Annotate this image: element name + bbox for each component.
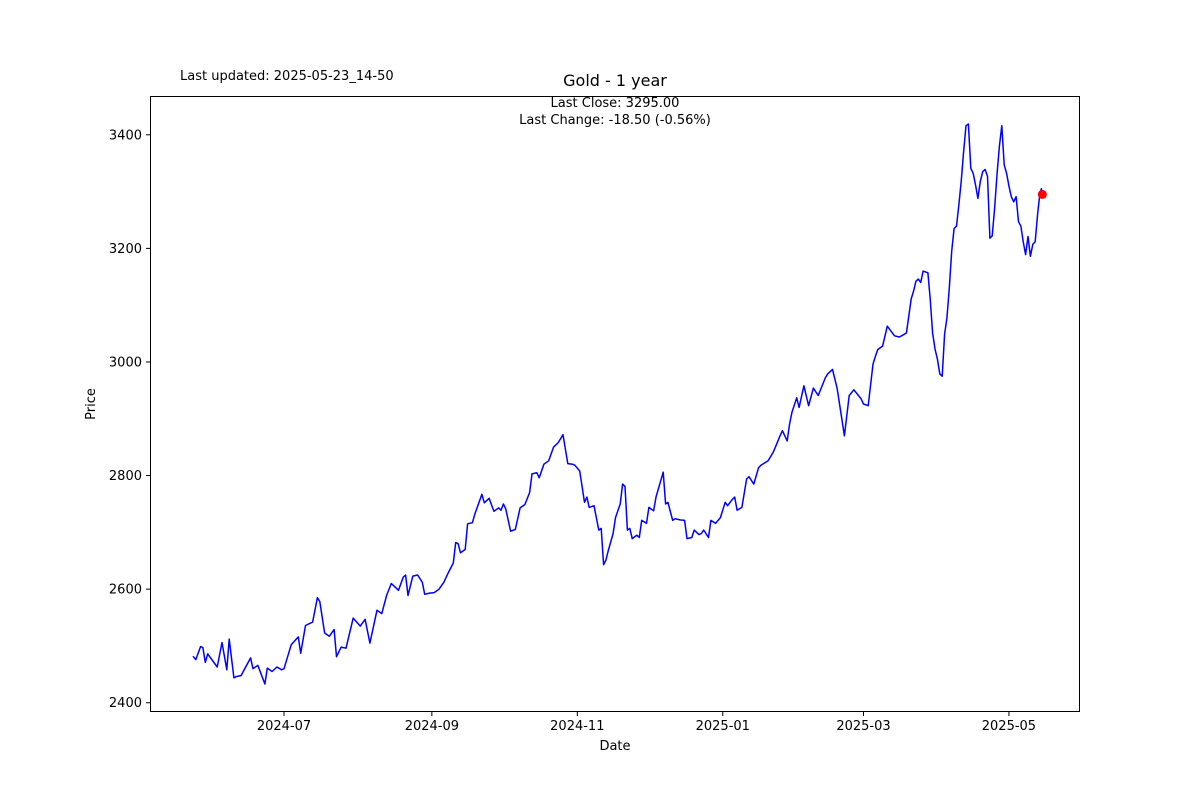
x-tick-label: 2024-11 [550, 719, 604, 734]
x-axis-label: Date [599, 739, 631, 754]
y-tick-label: 3400 [109, 128, 142, 143]
y-tick-label: 3200 [109, 242, 142, 257]
chart-title: Gold - 1 year [563, 71, 667, 90]
last-close-annotation: Last Close: 3295.00 [550, 96, 680, 111]
plot-area: 2400 2600 2800 3000 3200 3400 2024-07 2024-09 20… [109, 96, 1080, 734]
y-tick-label: 2800 [109, 469, 142, 484]
last-close-marker [1037, 189, 1047, 199]
x-tick-label: 2024-09 [405, 719, 459, 734]
last-change-annotation: Last Change: -18.50 (-0.56%) [519, 113, 711, 128]
last-updated-text: Last updated: 2025-05-23_14-50 [180, 69, 394, 84]
axes-border [150, 96, 1080, 712]
y-tick-label: 3000 [109, 355, 142, 370]
y-tick-label: 2600 [109, 583, 142, 598]
x-tick-label: 2025-01 [696, 719, 750, 734]
y-axis-label: Price [84, 388, 100, 420]
y-tick-label: 2400 [109, 696, 142, 711]
x-tick-label: 2025-05 [982, 719, 1036, 734]
x-tick-label: 2024-07 [257, 719, 311, 734]
x-tick-label: 2025-03 [836, 719, 890, 734]
price-line [192, 123, 1044, 685]
